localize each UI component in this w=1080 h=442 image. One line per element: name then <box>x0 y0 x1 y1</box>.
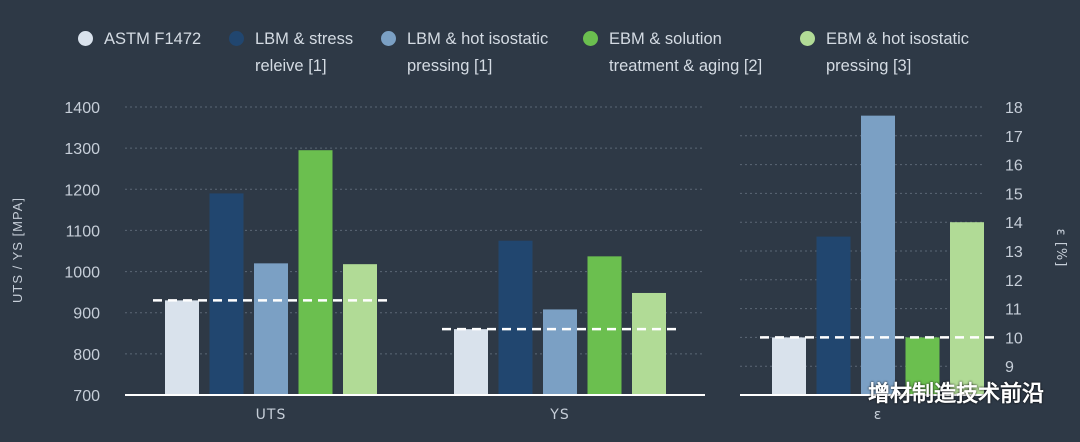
legend-item-astm: ASTM F1472 <box>78 26 224 53</box>
right-tick-label: 14 <box>1005 215 1023 232</box>
bar-ys-s0 <box>454 329 488 395</box>
bar-uts-s3 <box>298 150 333 395</box>
bar-uts-s4 <box>343 264 377 395</box>
bar-ε-s3 <box>905 337 940 395</box>
right-tick-label: 10 <box>1005 330 1023 347</box>
legend: ASTM F1472 LBM & stress releive [1] LBM … <box>0 26 1080 86</box>
legend-swatch <box>800 31 815 46</box>
right-axis-title: ε [%] <box>1053 229 1068 268</box>
legend-swatch <box>381 31 396 46</box>
right-tick-label: 12 <box>1005 273 1023 290</box>
right-tick-label: 13 <box>1005 244 1023 261</box>
bar-ε-s1 <box>816 236 851 395</box>
right-tick-label: 18 <box>1005 100 1023 117</box>
left-tick-label: 700 <box>73 388 100 405</box>
legend-item-ebm-sta: EBM & solution treatment & aging [2] <box>583 26 789 80</box>
category-label: ε <box>874 407 883 423</box>
legend-item-lbm-stress: LBM & stress releive [1] <box>229 26 380 80</box>
left-tick-label: 1400 <box>64 100 100 117</box>
category-label: UTS <box>256 407 287 423</box>
bar-ys-s4 <box>632 292 666 395</box>
legend-swatch <box>583 31 598 46</box>
left-tick-label: 1100 <box>66 223 101 240</box>
legend-swatch <box>78 31 93 46</box>
right-tick-label: 11 <box>1005 302 1022 319</box>
bar-ε-s2 <box>861 115 895 395</box>
legend-item-ebm-hip: EBM & hot isostatic pressing [3] <box>800 26 1001 80</box>
bar-ys-s1 <box>498 240 533 395</box>
legend-swatch <box>229 31 244 46</box>
category-label: YS <box>549 407 569 423</box>
bar-ys-s3 <box>587 256 622 395</box>
left-tick-label: 1300 <box>64 141 100 158</box>
right-tick-label: 17 <box>1005 129 1023 146</box>
left-tick-label: 800 <box>73 347 100 364</box>
legend-label: LBM & stress releive [1] <box>255 30 354 75</box>
legend-label: EBM & solution treatment & aging [2] <box>609 30 763 75</box>
legend-label: ASTM F1472 <box>104 30 202 48</box>
bar-ε-s4 <box>950 222 984 395</box>
right-tick-label: 16 <box>1005 158 1023 175</box>
left-tick-label: 900 <box>73 306 100 323</box>
watermark-text: 增材制造技术前沿 <box>867 382 1044 407</box>
left-tick-label: 1000 <box>64 265 100 282</box>
bar-ys-s2 <box>543 309 577 395</box>
bar-uts-s0 <box>165 300 199 395</box>
right-tick-label: 9 <box>1005 359 1014 376</box>
bar-ε-s0 <box>772 337 806 395</box>
legend-item-lbm-hip: LBM & hot isostatic pressing [1] <box>381 26 577 80</box>
right-tick-label: 15 <box>1005 186 1023 203</box>
legend-label: EBM & hot isostatic pressing [3] <box>826 30 970 75</box>
left-tick-label: 1200 <box>64 182 100 199</box>
left-axis-title: UTS / YS [MPA] <box>10 197 25 303</box>
legend-label: LBM & hot isostatic pressing [1] <box>407 30 549 75</box>
bar-uts-s2 <box>254 263 288 395</box>
bar-uts-s1 <box>209 193 244 395</box>
